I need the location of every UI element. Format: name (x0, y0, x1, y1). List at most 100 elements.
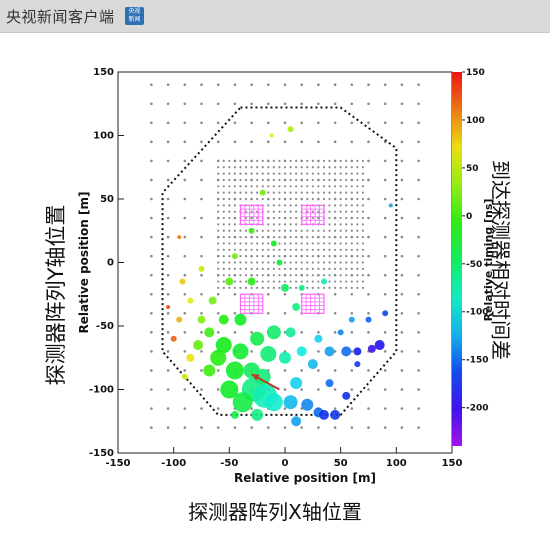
detector-dot (311, 210, 314, 213)
detector-dot (233, 248, 236, 251)
detector-dot (256, 274, 259, 277)
detector-dot (239, 166, 242, 169)
detector-dot (239, 229, 242, 232)
detector-dot (256, 166, 259, 169)
detector-dot (328, 185, 331, 188)
detector-dot (300, 267, 303, 270)
detector-dot (300, 83, 304, 86)
detector-hit (260, 345, 277, 362)
detector-dot (233, 178, 236, 182)
detector-dot (289, 286, 292, 289)
detector-hit (266, 325, 281, 340)
detector-dot (166, 140, 170, 144)
detector-dot (283, 216, 287, 220)
detector-dot (183, 216, 187, 220)
detector-dot (250, 407, 253, 410)
detector-dot (233, 140, 237, 144)
detector-dot (367, 121, 370, 125)
detector-dot (228, 255, 231, 258)
detector-dot (333, 407, 337, 410)
detector-dot (306, 197, 309, 201)
detector-dot (328, 267, 331, 270)
detector-dot (272, 197, 275, 201)
colorbar-label: Relative timing [ns] (482, 199, 495, 322)
detector-dot (322, 255, 326, 258)
detector-dot (339, 261, 342, 264)
detector-dot (317, 166, 320, 169)
detector-dot (339, 286, 342, 289)
detector-dot (283, 369, 287, 372)
detector-dot (400, 331, 404, 334)
detector-dot (283, 83, 287, 86)
detector-dot (328, 274, 331, 277)
detector-dot (183, 83, 187, 86)
detector-dot (322, 267, 326, 270)
detector-dot (417, 312, 420, 315)
detector-dot (233, 102, 237, 106)
detector-dot (267, 255, 270, 258)
detector-dot (278, 280, 281, 283)
detector-hit (230, 410, 239, 419)
colorbar-chinese-caption: 到达探测器相对时间差 (488, 160, 513, 360)
detector-dot (356, 242, 359, 245)
detector-dot (250, 185, 253, 188)
detector-dot (150, 235, 153, 239)
detector-dot (350, 248, 353, 251)
detector-dot (339, 267, 342, 270)
detector-dot (261, 172, 264, 175)
detector-dot (289, 204, 292, 207)
detector-dot (233, 242, 236, 245)
detector-dot (289, 248, 292, 251)
detector-dot (311, 261, 314, 264)
detector-dot (250, 274, 253, 277)
detector-dot (317, 185, 320, 188)
detector-dot (295, 204, 298, 207)
detector-dot (250, 210, 253, 213)
detector-dot (278, 204, 281, 207)
detector-dot (256, 197, 259, 201)
detector-dot (267, 267, 270, 270)
detector-dot (306, 210, 309, 213)
detector-dot (244, 248, 248, 251)
detector-dot (361, 236, 365, 239)
detector-dot (295, 236, 298, 239)
detector-dot (256, 229, 259, 232)
detector-dot (261, 242, 264, 245)
detector-dot (222, 280, 225, 283)
detector-dot (339, 242, 342, 245)
detector-dot (334, 229, 337, 232)
detector-dot (239, 280, 242, 283)
detector-dot (250, 350, 253, 353)
detector-dot (183, 140, 187, 144)
detector-dot (295, 267, 298, 270)
detector-dot (383, 369, 387, 372)
detector-dot (239, 242, 242, 245)
detector-dot (300, 255, 303, 258)
detector-dot (250, 159, 253, 162)
detector-dot (283, 229, 287, 232)
detector-dot (295, 159, 298, 162)
y-axis-chinese-caption: 探测器阵列Y轴位置 (44, 204, 68, 386)
detector-dot (306, 267, 309, 270)
detector-dot (311, 274, 314, 277)
detector-dot (183, 388, 187, 391)
detector-dot (383, 254, 387, 258)
detector-dot (350, 121, 354, 125)
detector-dot (289, 166, 292, 169)
top-bar: 央视新闻客户端 央视 新闻 (0, 0, 550, 33)
colorbar-tick-label: 100 (466, 116, 485, 126)
detector-dot (267, 261, 270, 264)
detector-dot (383, 197, 387, 201)
detector-dot (311, 197, 314, 201)
detector-dot (356, 197, 359, 201)
detector-dot (361, 191, 365, 194)
badge-line-1: 央视 (128, 8, 141, 15)
detector-dot (228, 223, 231, 226)
detector-dot (244, 274, 248, 277)
detector-dot (400, 159, 404, 163)
detector-dot (367, 140, 370, 144)
detector-dot (200, 121, 203, 125)
detector-dot (283, 185, 287, 188)
detector-dot (356, 166, 359, 169)
detector-dot (166, 388, 170, 391)
